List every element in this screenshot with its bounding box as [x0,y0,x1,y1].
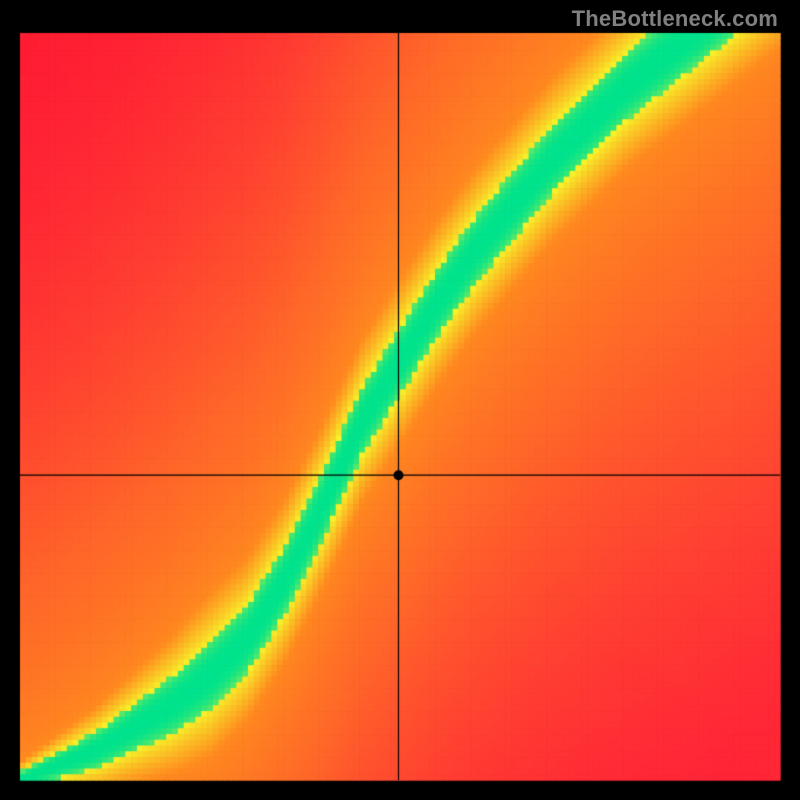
chart-container: TheBottleneck.com [0,0,800,800]
watermark-label: TheBottleneck.com [572,6,778,32]
heatmap-canvas [0,0,800,800]
